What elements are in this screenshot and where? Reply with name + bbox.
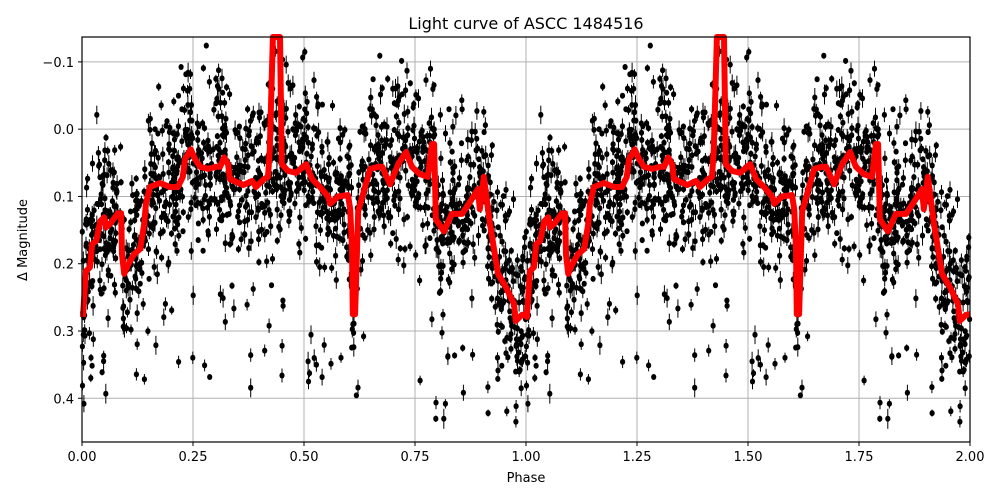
y-tick-label: 0.1 (53, 190, 74, 205)
x-tick-label: 1.00 (512, 450, 541, 465)
y-axis-ticks: −0.1 0.0 0.1 0.2 0.3 0.4 (42, 56, 82, 407)
y-tick-label: −0.1 (42, 56, 74, 71)
binned-mean-curve (79, 34, 971, 324)
x-tick-label: 1.25 (623, 450, 652, 465)
y-tick-label: 0.3 (53, 325, 74, 340)
x-tick-label: 0.25 (179, 450, 208, 465)
x-tick-label: 1.50 (734, 450, 763, 465)
x-tick-label: 2.00 (956, 450, 985, 465)
x-axis-ticks: 0.00 0.25 0.50 0.75 1.00 1.25 1.50 1.75 2.00 (68, 442, 985, 465)
y-tick-label: 0.4 (53, 392, 74, 407)
x-tick-label: 0.50 (290, 450, 319, 465)
x-axis-label: Phase (507, 471, 546, 486)
chart-title: Light curve of ASCC 1484516 (408, 14, 643, 33)
x-tick-label: 0.75 (401, 450, 430, 465)
y-axis-label: Δ Magnitude (16, 199, 31, 281)
x-tick-label: 1.75 (845, 450, 874, 465)
x-tick-label: 0.00 (68, 450, 97, 465)
y-tick-label: 0.0 (53, 123, 74, 138)
y-tick-label: 0.2 (53, 258, 74, 273)
